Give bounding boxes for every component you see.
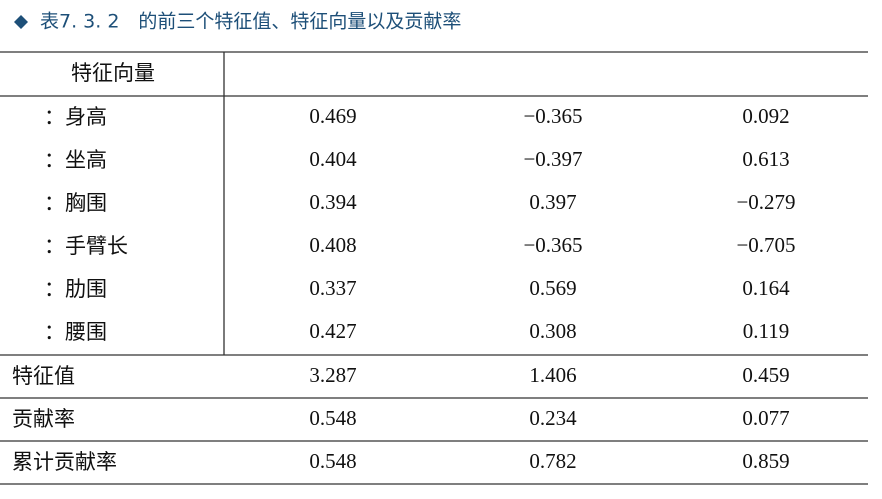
cell-value: −0.397 <box>523 147 582 171</box>
table-title: 表7. 3. 2 的前三个特征值、特征向量以及贡献率 <box>40 11 461 33</box>
cell-value: 0.337 <box>309 276 356 300</box>
cell-value: 0.548 <box>309 406 356 430</box>
cell-value: 0.394 <box>309 190 357 214</box>
cell-value: 0.234 <box>529 406 577 430</box>
row-label: 特征值 <box>12 364 75 388</box>
cell-value: −0.365 <box>523 233 582 257</box>
cell-value: 0.164 <box>742 276 790 300</box>
cell-value: −0.365 <box>523 104 582 128</box>
row-label: ：肋围 <box>44 277 107 301</box>
cell-value: 1.406 <box>529 363 576 387</box>
row-label: ：腰围 <box>44 320 107 344</box>
cell-value: 0.427 <box>309 319 356 343</box>
cell-value: −0.705 <box>736 233 795 257</box>
cell-value: 0.308 <box>529 319 576 343</box>
cell-value: 0.613 <box>742 147 789 171</box>
cell-value: 0.119 <box>743 319 789 343</box>
cell-value: 0.077 <box>742 406 789 430</box>
row-label: ：胸围 <box>44 191 107 215</box>
cell-value: 0.408 <box>309 233 356 257</box>
cell-value: 3.287 <box>309 363 356 387</box>
cell-value: 0.404 <box>309 147 357 171</box>
cell-value: 0.397 <box>529 190 576 214</box>
header-label: 特征向量 <box>71 61 155 85</box>
row-label: ：手臂长 <box>44 234 128 258</box>
row-label: 贡献率 <box>12 407 75 431</box>
cell-value: 0.469 <box>309 104 356 128</box>
row-label: ：坐高 <box>44 148 107 172</box>
row-label: ：身高 <box>44 105 107 129</box>
cell-value: 0.782 <box>529 449 576 473</box>
cell-value: 0.859 <box>742 449 789 473</box>
cell-value: 0.459 <box>742 363 789 387</box>
cell-value: 0.092 <box>742 104 789 128</box>
row-label: 累计贡献率 <box>12 450 117 474</box>
cell-value: 0.569 <box>529 276 576 300</box>
cell-value: 0.548 <box>309 449 356 473</box>
cell-value: −0.279 <box>736 190 795 214</box>
bullet-icon <box>14 15 28 29</box>
